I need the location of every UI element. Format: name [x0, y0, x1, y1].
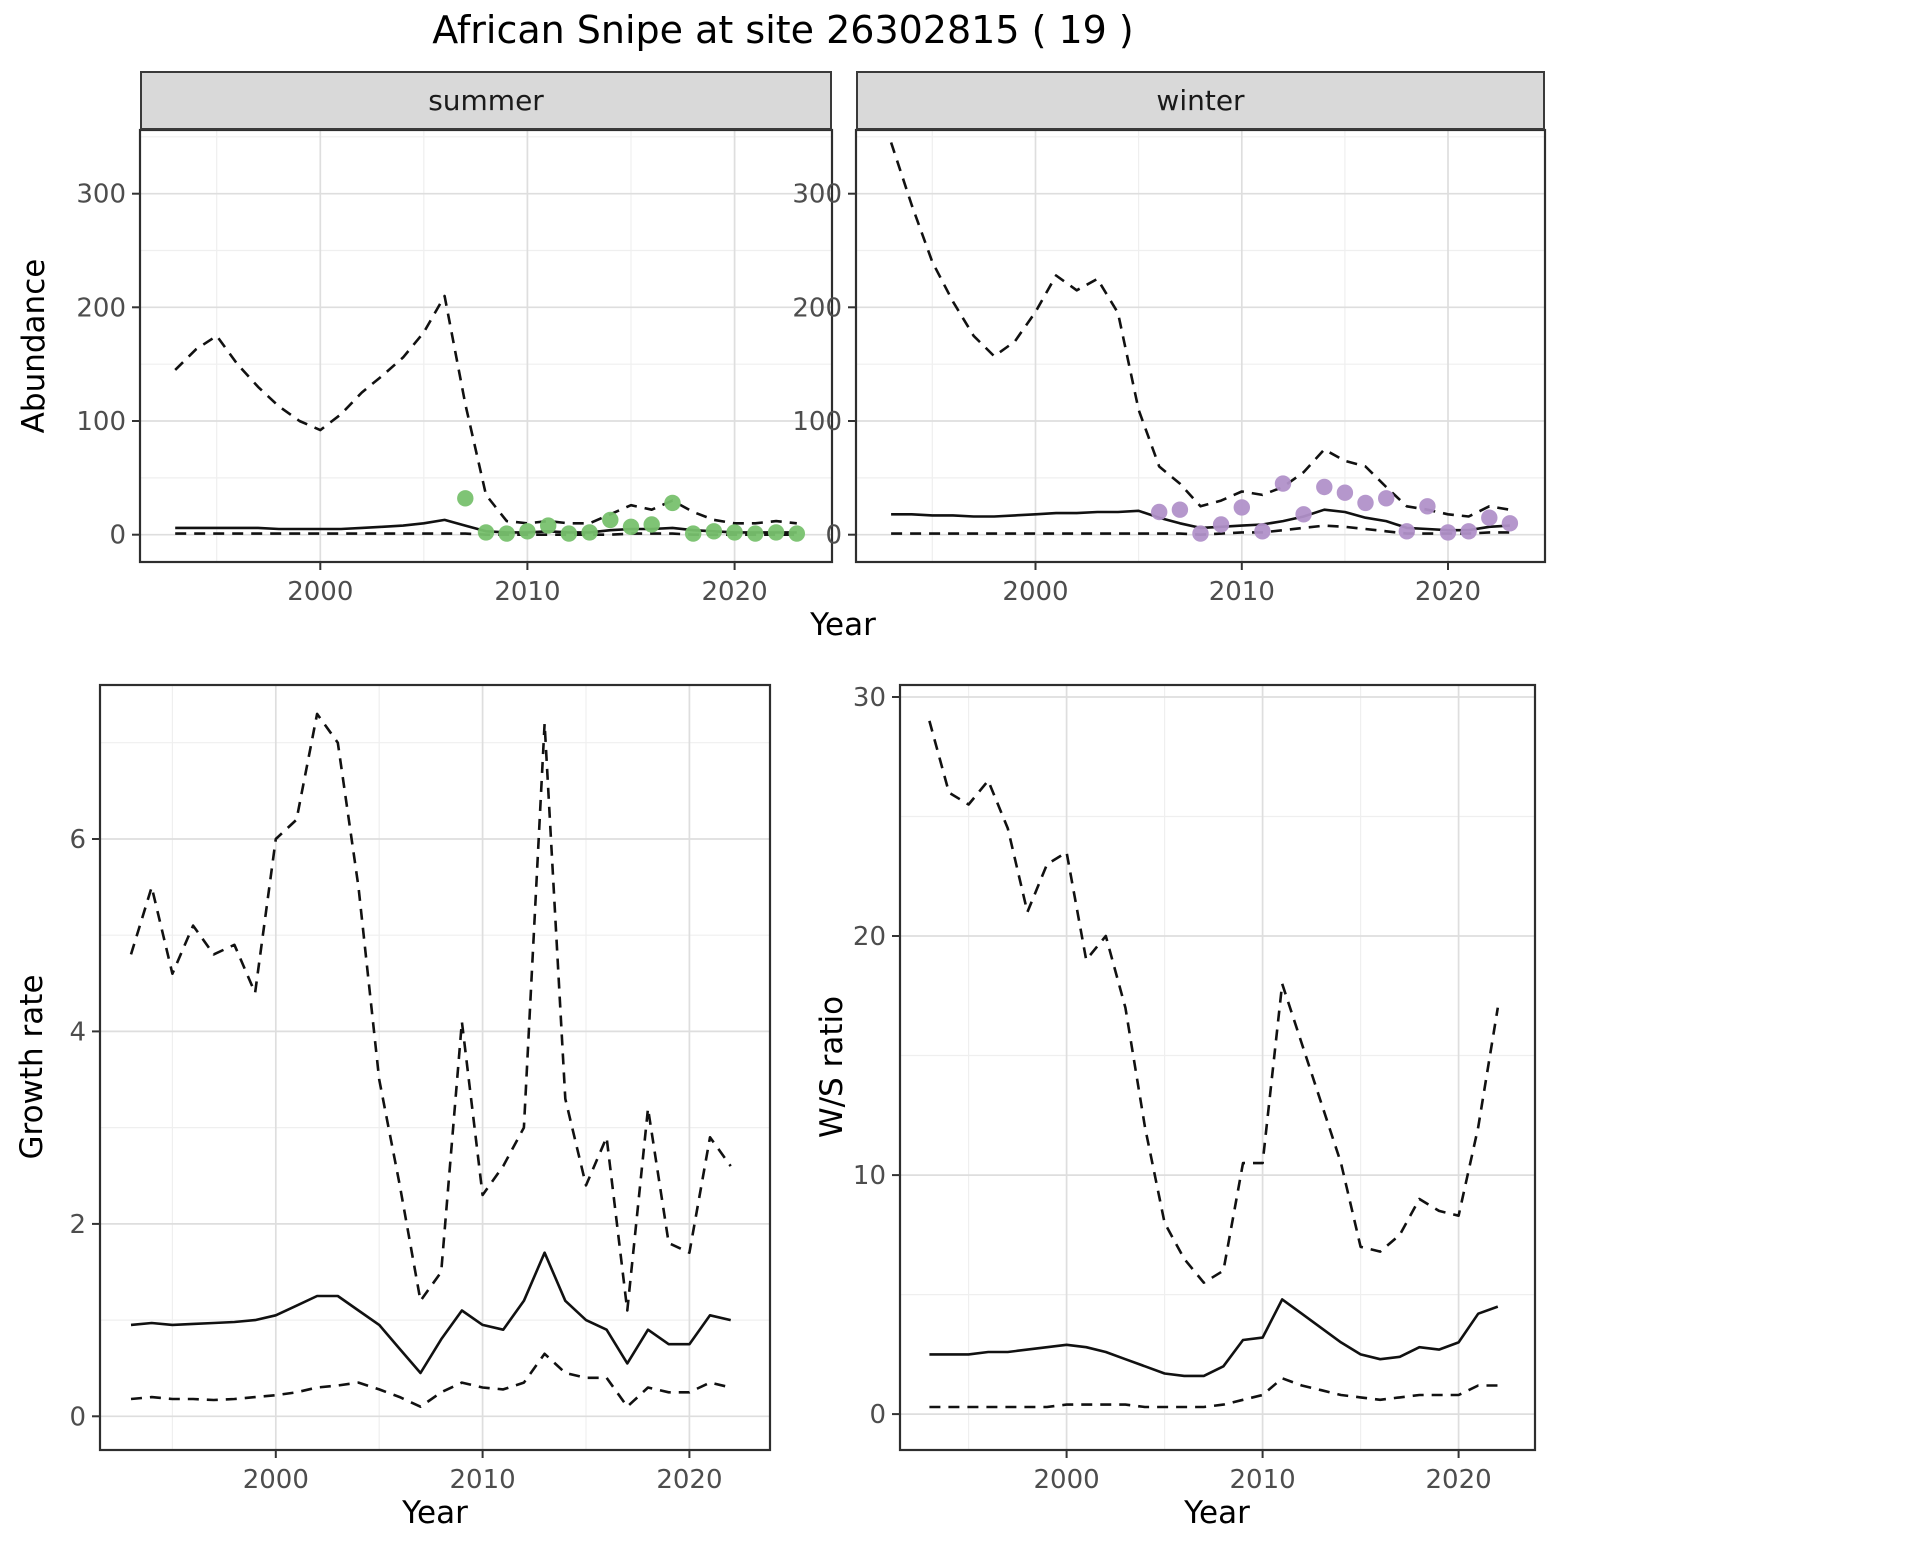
panel-border	[138, 128, 834, 564]
x-tick-label: 2000	[287, 577, 353, 607]
data-point-observed-winter	[1274, 475, 1292, 492]
y-tick-label: 6	[69, 825, 86, 855]
x-axis-title-year-top: Year	[810, 607, 876, 643]
series-upper-ci	[129, 712, 732, 1312]
panel-background	[140, 130, 832, 562]
data-point-observed-summer	[643, 516, 660, 533]
x-tick-label: 2010	[1209, 577, 1275, 607]
y-tick-label: 100	[792, 407, 842, 437]
data-point-observed-winter	[1481, 509, 1498, 526]
panel-background	[900, 685, 1535, 1450]
facet-strip-winter: winter	[856, 71, 1545, 130]
data-point-observed-summer	[705, 523, 723, 540]
data-point-observed-summer	[519, 523, 536, 540]
y-tick-label: 10	[853, 1161, 886, 1191]
data-point-observed-summer	[602, 511, 619, 529]
x-tick-label: 2000	[1002, 577, 1068, 607]
data-point-observed-winter	[1295, 506, 1312, 523]
y-tick-label: 0	[869, 1400, 886, 1430]
data-point-observed-summer	[477, 524, 495, 541]
y-axis-title-ws-ratio: W/S ratio	[814, 995, 850, 1139]
x-tick-label: 2010	[494, 577, 560, 607]
data-point-observed-summer	[581, 524, 598, 541]
series-lower-ci	[929, 1377, 1498, 1409]
y-tick-label: 4	[69, 1017, 86, 1047]
data-point-observed-winter	[1151, 503, 1168, 521]
x-tick-label: 2020	[1415, 577, 1481, 607]
x-tick-label: 2020	[656, 1465, 722, 1495]
x-tick-label: 2010	[1230, 1465, 1296, 1495]
data-point-observed-winter	[1316, 478, 1333, 496]
series-median	[929, 1298, 1499, 1378]
y-tick-label: 100	[76, 407, 126, 437]
panel-border	[98, 683, 772, 1452]
y-tick-label: 0	[109, 521, 126, 551]
x-axis-title-year-bottom-left: Year	[402, 1495, 468, 1531]
data-point-observed-winter	[1439, 524, 1457, 541]
data-point-observed-winter	[1212, 516, 1230, 533]
x-tick-label: 2020	[702, 577, 768, 607]
x-axis-title-year-bottom-right: Year	[1184, 1495, 1250, 1531]
data-point-observed-summer	[498, 525, 515, 542]
x-tick-label: 2000	[1034, 1465, 1100, 1495]
data-point-observed-winter	[1398, 523, 1416, 540]
x-tick-label: 2010	[450, 1465, 516, 1495]
data-point-observed-winter	[1419, 498, 1436, 515]
data-point-observed-winter	[1336, 484, 1354, 501]
y-tick-label: 30	[853, 683, 886, 713]
panel-background	[856, 130, 1545, 562]
data-point-observed-winter	[1378, 490, 1395, 507]
y-tick-label: 300	[792, 180, 842, 210]
series-median	[130, 1251, 731, 1375]
data-point-observed-summer	[457, 490, 474, 507]
y-tick-label: 20	[853, 922, 886, 952]
panel-background	[100, 685, 770, 1450]
data-point-observed-winter	[1192, 525, 1209, 542]
y-tick-label: 0	[69, 1402, 86, 1432]
facet-strip-summer: summer	[140, 71, 832, 130]
panel-border	[898, 683, 1537, 1452]
x-tick-label: 2000	[243, 1465, 309, 1495]
data-point-observed-winter	[1501, 515, 1519, 532]
data-point-observed-winter	[1460, 523, 1477, 540]
series-lower-ci	[130, 1352, 731, 1408]
y-tick-label: 300	[76, 180, 126, 210]
data-point-observed-summer	[685, 525, 702, 542]
data-point-observed-summer	[664, 494, 681, 512]
data-point-observed-summer	[540, 517, 557, 534]
series-upper-ci	[928, 720, 1500, 1284]
y-tick-label: 0	[825, 521, 842, 551]
data-point-observed-winter	[1254, 523, 1271, 540]
data-point-observed-summer	[788, 525, 805, 542]
panel-border	[854, 128, 1547, 564]
data-point-observed-summer	[767, 524, 785, 541]
x-tick-label: 2020	[1426, 1465, 1492, 1495]
data-point-observed-summer	[622, 518, 640, 535]
y-axis-title-abundance: Abundance	[16, 258, 52, 434]
series-upper-ci	[889, 142, 1511, 518]
data-point-observed-summer	[726, 524, 743, 541]
y-tick-label: 200	[76, 293, 126, 323]
figure-title: African Snipe at site 26302815 ( 19 )	[432, 8, 1134, 52]
data-point-observed-summer	[747, 525, 764, 542]
facet-label-summer: summer	[428, 84, 544, 117]
data-point-observed-winter	[1171, 501, 1189, 518]
facet-label-winter: winter	[1156, 84, 1245, 117]
y-tick-label: 2	[69, 1210, 86, 1240]
y-axis-title-growth-rate: Growth rate	[14, 974, 50, 1160]
data-point-observed-winter	[1233, 499, 1251, 516]
data-point-observed-summer	[560, 525, 578, 542]
y-tick-label: 200	[792, 293, 842, 323]
data-point-observed-winter	[1357, 494, 1374, 512]
